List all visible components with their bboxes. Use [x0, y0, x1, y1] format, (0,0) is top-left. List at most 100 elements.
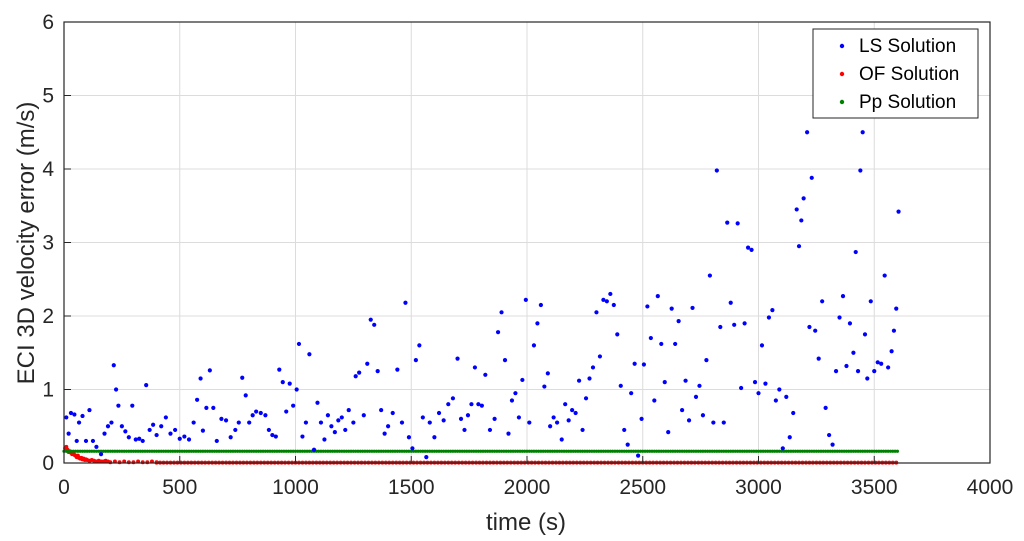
pp-solution-point: [523, 449, 527, 453]
ls-solution-point: [704, 358, 709, 363]
ls-solution-point: [645, 304, 650, 309]
pp-solution-point: [694, 449, 698, 453]
pp-solution-point: [747, 449, 751, 453]
pp-solution-point: [115, 449, 119, 453]
ls-solution-point: [791, 410, 796, 416]
pp-solution-point: [576, 449, 580, 453]
pp-solution-point: [164, 449, 168, 453]
y-axis-ticks: 0 1 2 3 4 5 6: [42, 11, 71, 475]
pp-solution-point: [879, 449, 883, 453]
pp-solution-point: [618, 449, 622, 453]
pp-solution-point: [418, 449, 423, 453]
pp-solution-point: [400, 449, 404, 453]
pp-solution-point: [236, 449, 240, 453]
x-tick-label: 500: [162, 476, 197, 499]
ls-solution-point: [247, 420, 252, 425]
pp-solution-point: [650, 449, 654, 453]
ls-solution-point: [386, 424, 391, 429]
ls-solution-point: [311, 447, 317, 452]
pp-solution-point: [821, 449, 825, 453]
ls-solution-point: [837, 315, 842, 320]
pp-solution-point: [187, 449, 191, 453]
ls-solution-point: [766, 315, 772, 320]
ls-solution-point: [590, 365, 596, 370]
pp-solution-point: [335, 449, 339, 453]
pp-solution-point: [814, 449, 818, 453]
pp-solution-point: [122, 449, 126, 453]
pp-solution-point: [770, 449, 774, 453]
ls-solution-point: [329, 424, 334, 429]
ls-solution-point: [576, 378, 582, 383]
ls-solution-point: [618, 383, 623, 388]
pp-solution-point: [520, 449, 524, 453]
ls-solution-point: [133, 437, 138, 442]
pp-solution-point: [421, 449, 425, 453]
pp-solution-point: [363, 449, 367, 453]
pp-solution-point: [652, 449, 656, 453]
pp-solution-point: [851, 449, 856, 453]
ls-solution-point: [732, 322, 737, 327]
ls-solution-point: [318, 420, 324, 425]
pp-solution-point: [198, 449, 203, 453]
pp-solution-point: [895, 449, 900, 453]
pp-solution-point: [99, 449, 103, 453]
pp-solution-point: [759, 449, 763, 453]
pp-solution-point: [550, 449, 555, 453]
ls-solution-point: [749, 247, 754, 252]
pp-solution-point: [439, 449, 443, 453]
ls-solution-point: [611, 302, 616, 308]
ls-solution-point: [64, 415, 69, 420]
pp-solution-point: [173, 449, 177, 453]
pp-solution-point: [192, 449, 196, 453]
pp-solution-point: [710, 449, 714, 453]
pp-solution-point: [877, 449, 881, 453]
pp-solution-point: [275, 449, 279, 453]
pp-solution-point: [599, 449, 603, 453]
pp-solution-point: [555, 449, 559, 453]
y-tick-label: 3: [42, 232, 54, 255]
ls-solution-point: [361, 413, 366, 418]
pp-solution-point: [296, 449, 300, 453]
pp-solution-point: [812, 449, 816, 453]
pp-solution-point: [819, 449, 823, 453]
pp-solution-point: [155, 449, 159, 453]
ls-solution-point: [339, 415, 344, 420]
ls-solution-point: [820, 299, 825, 304]
of-solution-point: [126, 460, 131, 465]
ls-solution-point: [154, 432, 159, 438]
pp-solution-point: [780, 449, 784, 453]
pp-solution-point: [872, 449, 876, 453]
pp-solution-point: [423, 449, 427, 453]
ls-solution-point: [559, 437, 564, 442]
ls-solution-point: [372, 322, 377, 327]
ls-solution-point: [219, 416, 224, 421]
pp-solution-point: [307, 449, 311, 453]
pp-solution-point: [76, 449, 80, 453]
pp-solution-point: [367, 449, 372, 453]
ls-solution-point: [173, 427, 178, 433]
pp-solution-point: [71, 449, 75, 453]
pp-solution-point: [342, 449, 346, 453]
pp-solution-point: [120, 449, 124, 453]
ls-solution-point: [277, 367, 282, 372]
pp-solution-point: [182, 449, 186, 453]
pp-solution-point: [886, 449, 890, 453]
ls-solution-point: [365, 361, 370, 366]
pp-solution-point: [85, 449, 89, 453]
pp-solution-point: [449, 449, 453, 453]
ls-solution-point: [159, 424, 164, 429]
ls-solution-point: [465, 413, 471, 418]
ls-solution-point: [284, 409, 289, 414]
pp-solution-point: [703, 449, 707, 453]
ls-solution-point: [622, 427, 627, 433]
y-tick-label: 6: [42, 11, 54, 34]
pp-solution-point: [661, 449, 666, 453]
ls-solution-point: [204, 405, 209, 410]
pp-solution-point: [361, 449, 365, 453]
ls-solution-point: [424, 455, 429, 460]
ls-solution-point: [80, 413, 85, 419]
pp-solution-point: [356, 449, 360, 453]
pp-solution-point: [284, 449, 288, 453]
ls-solution-point: [495, 330, 501, 335]
ls-solution-point: [476, 402, 481, 407]
